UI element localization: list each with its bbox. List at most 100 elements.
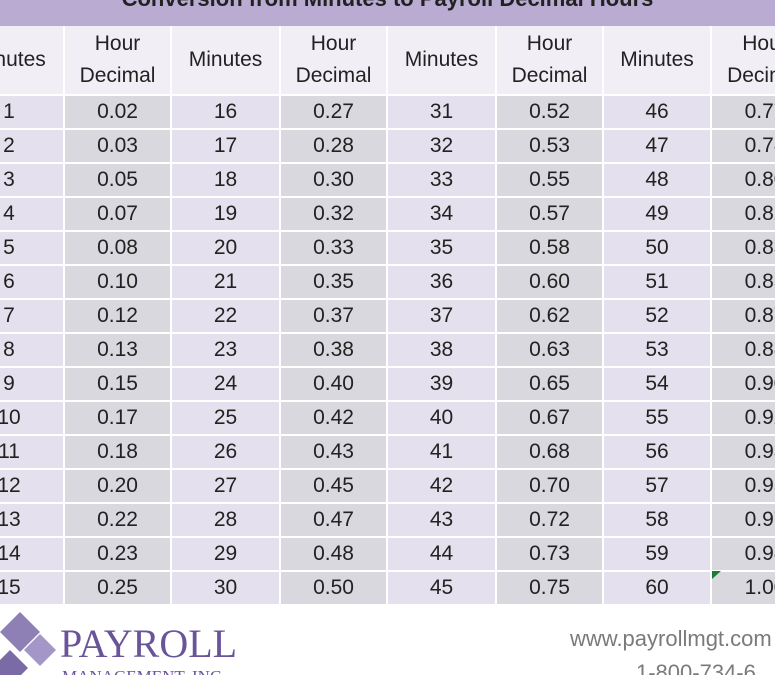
minutes-cell: 47 xyxy=(604,130,712,164)
hour-decimal-cell: 0.37 xyxy=(281,300,388,334)
minutes-cell: 54 xyxy=(604,368,712,402)
hour-decimal-cell: 0.13 xyxy=(65,334,172,368)
minutes-cell: 37 xyxy=(388,300,497,334)
hour-decimal-cell: 0.85 xyxy=(712,266,775,300)
column-header: Hour Decimal xyxy=(497,26,604,96)
hour-decimal-cell: 0.10 xyxy=(65,266,172,300)
hour-decimal-cell: 0.45 xyxy=(281,470,388,504)
hour-decimal-cell: 0.52 xyxy=(497,96,604,130)
minutes-cell: 36 xyxy=(388,266,497,300)
minutes-cell: 42 xyxy=(388,470,497,504)
hour-decimal-cell: 0.18 xyxy=(65,436,172,470)
hour-decimal-cell: 0.68 xyxy=(497,436,604,470)
minutes-cell: 11 xyxy=(0,436,65,470)
minutes-cell: 14 xyxy=(0,538,65,572)
column-header: Hour Decimal xyxy=(65,26,172,96)
hour-decimal-cell: 0.20 xyxy=(65,470,172,504)
hour-decimal-cell: 0.90 xyxy=(712,368,775,402)
hour-decimal-cell: 0.95 xyxy=(712,470,775,504)
hour-decimal-cell: 0.75 xyxy=(497,572,604,606)
minutes-cell: 48 xyxy=(604,164,712,198)
minutes-cell: 16 xyxy=(172,96,281,130)
minutes-cell: 31 xyxy=(388,96,497,130)
logo-name: PAYROLL xyxy=(60,621,237,666)
hour-decimal-cell: 0.30 xyxy=(281,164,388,198)
minutes-cell: 57 xyxy=(604,470,712,504)
minutes-cell: 25 xyxy=(172,402,281,436)
hour-decimal-cell: 0.82 xyxy=(712,198,775,232)
minutes-cell: 21 xyxy=(172,266,281,300)
column-header: Minutes xyxy=(0,26,65,96)
hour-decimal-cell: 0.97 xyxy=(712,504,775,538)
minutes-cell: 35 xyxy=(388,232,497,266)
hour-decimal-cell: 0.73 xyxy=(497,538,604,572)
hour-decimal-cell: 0.25 xyxy=(65,572,172,606)
minutes-cell: 10 xyxy=(0,402,65,436)
hour-decimal-cell: 0.28 xyxy=(281,130,388,164)
hour-decimal-cell: 0.62 xyxy=(497,300,604,334)
minutes-cell: 50 xyxy=(604,232,712,266)
minutes-cell: 30 xyxy=(172,572,281,606)
minutes-cell: 29 xyxy=(172,538,281,572)
minutes-cell: 46 xyxy=(604,96,712,130)
minutes-cell: 26 xyxy=(172,436,281,470)
minutes-cell: 12 xyxy=(0,470,65,504)
minutes-cell: 8 xyxy=(0,334,65,368)
hour-decimal-cell: 0.65 xyxy=(497,368,604,402)
hour-decimal-cell: 0.60 xyxy=(497,266,604,300)
hour-decimal-cell: 0.53 xyxy=(497,130,604,164)
website: www.payrollmgt.com xyxy=(569,626,772,651)
minutes-cell: 55 xyxy=(604,402,712,436)
minutes-cell: 44 xyxy=(388,538,497,572)
hour-decimal-cell: 0.83 xyxy=(712,232,775,266)
minutes-cell: 52 xyxy=(604,300,712,334)
hour-decimal-cell: 0.35 xyxy=(281,266,388,300)
minutes-cell: 22 xyxy=(172,300,281,334)
logo-icon xyxy=(0,612,56,675)
hour-decimal-cell: 0.17 xyxy=(65,402,172,436)
hour-decimal-cell: 0.40 xyxy=(281,368,388,402)
hour-decimal-cell: 0.07 xyxy=(65,198,172,232)
minutes-cell: 39 xyxy=(388,368,497,402)
hour-decimal-cell: 0.38 xyxy=(281,334,388,368)
minutes-cell: 45 xyxy=(388,572,497,606)
minutes-cell: 51 xyxy=(604,266,712,300)
hour-decimal-cell: 0.67 xyxy=(497,402,604,436)
column-header: Minutes xyxy=(604,26,712,96)
hour-decimal-cell: 0.05 xyxy=(65,164,172,198)
minutes-cell: 6 xyxy=(0,266,65,300)
minutes-cell: 38 xyxy=(388,334,497,368)
minutes-cell: 27 xyxy=(172,470,281,504)
title-bar: Conversion from Minutes to Payroll Decim… xyxy=(0,0,775,26)
hour-decimal-cell: 0.22 xyxy=(65,504,172,538)
minutes-cell: 59 xyxy=(604,538,712,572)
minutes-cell: 60 xyxy=(604,572,712,606)
hour-decimal-cell: 0.27 xyxy=(281,96,388,130)
minutes-cell: 4 xyxy=(0,198,65,232)
hour-decimal-cell: 0.23 xyxy=(65,538,172,572)
hour-decimal-cell: 0.70 xyxy=(497,470,604,504)
minutes-cell: 32 xyxy=(388,130,497,164)
hour-decimal-cell: 0.98 xyxy=(712,538,775,572)
minutes-cell: 24 xyxy=(172,368,281,402)
hour-decimal-cell: 0.77 xyxy=(712,96,775,130)
hour-decimal-cell: 0.58 xyxy=(497,232,604,266)
minutes-cell: 58 xyxy=(604,504,712,538)
minutes-cell: 41 xyxy=(388,436,497,470)
minutes-cell: 19 xyxy=(172,198,281,232)
phone: 1-800-734-6 xyxy=(636,660,756,675)
hour-decimal-cell: 0.87 xyxy=(712,300,775,334)
minutes-cell: 34 xyxy=(388,198,497,232)
column-header: Hour Decimal xyxy=(712,26,775,96)
minutes-cell: 40 xyxy=(388,402,497,436)
minutes-cell: 13 xyxy=(0,504,65,538)
hour-decimal-cell: 0.32 xyxy=(281,198,388,232)
hour-decimal-cell: 0.78 xyxy=(712,130,775,164)
minutes-cell: 3 xyxy=(0,164,65,198)
minutes-cell: 15 xyxy=(0,572,65,606)
column-header: Hour Decimal xyxy=(281,26,388,96)
minutes-cell: 33 xyxy=(388,164,497,198)
hour-decimal-cell: 0.92 xyxy=(712,402,775,436)
hour-decimal-cell: 0.93 xyxy=(712,436,775,470)
minutes-cell: 17 xyxy=(172,130,281,164)
